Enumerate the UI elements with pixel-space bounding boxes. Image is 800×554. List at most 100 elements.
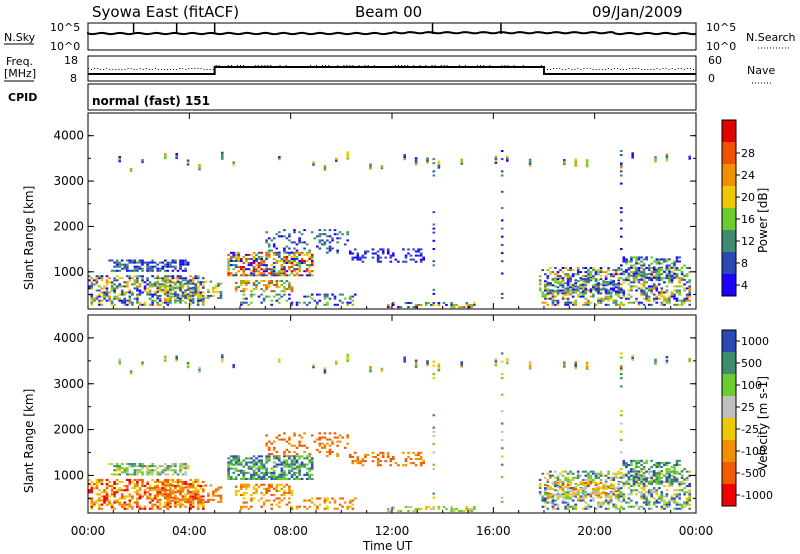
power-cell (242, 274, 246, 277)
power-cell (316, 303, 319, 306)
velocity-cell (288, 450, 291, 453)
nave-dot (124, 69, 126, 70)
velocity-cell (252, 485, 256, 488)
power-cell (305, 243, 309, 246)
velocity-cell (305, 499, 309, 502)
power-cell (589, 267, 593, 269)
nave-dot (139, 68, 141, 69)
power-cell (432, 288, 436, 291)
velocity-cell (196, 493, 200, 496)
power-cell (680, 303, 684, 306)
velocity-cell (650, 495, 653, 498)
velocity-cell (650, 470, 653, 473)
velocity-cell (118, 362, 121, 365)
power-cell (257, 272, 261, 275)
nave-dot (209, 69, 211, 70)
power-cell (129, 169, 133, 172)
velocity-cell (242, 497, 246, 500)
power-cell (133, 265, 137, 268)
velocity-cell (305, 473, 309, 476)
velocity-cell (620, 385, 623, 388)
power-cell (212, 288, 215, 291)
velocity-cell (594, 481, 598, 484)
velocity-cell (640, 476, 643, 479)
power-cell (186, 297, 190, 299)
velocity-cell (685, 491, 689, 494)
power-cell (614, 269, 618, 272)
velocity-cell (569, 481, 572, 484)
velocity-cell (422, 460, 425, 463)
velocity-cell (640, 493, 643, 496)
velocity-cell (663, 464, 666, 467)
power-cell (632, 256, 636, 259)
power-cell (576, 267, 580, 269)
power-cell (174, 299, 177, 302)
power-cell (660, 301, 664, 304)
velocity-cell (620, 367, 623, 370)
velocity-cell (566, 476, 570, 479)
velocity-cell (389, 460, 393, 463)
velocity-cell (272, 487, 276, 490)
velocity-cell (645, 499, 648, 502)
velocity-cell (604, 494, 608, 497)
velocity-cell (688, 491, 691, 494)
velocity-cell (115, 499, 119, 502)
velocity-cell (148, 473, 152, 476)
power-cell (153, 261, 157, 264)
power-cell (196, 295, 200, 298)
nave-dot (604, 69, 606, 70)
power-cell (500, 252, 504, 255)
power-cell (655, 276, 659, 279)
power-cell (556, 271, 560, 274)
power-cell (647, 278, 651, 281)
power-cell (612, 299, 615, 302)
power-cell (326, 247, 329, 250)
velocity-cell (267, 487, 271, 490)
velocity-cell (673, 464, 676, 467)
nave-dot (270, 65, 272, 66)
station-title: Syowa East (fitACF) (92, 3, 239, 21)
power-cell (179, 283, 182, 286)
velocity-cell (164, 505, 167, 508)
power-cell (262, 260, 266, 262)
velocity-cell (272, 499, 276, 502)
power-cell (123, 303, 127, 306)
power-cell (164, 269, 167, 272)
velocity-cell (630, 464, 633, 467)
power-cell (678, 281, 681, 284)
velocity-cell (196, 507, 200, 510)
velocity-cell (265, 457, 268, 460)
velocity-cell (683, 501, 686, 504)
power-cell (265, 295, 268, 298)
velocity-cell (136, 501, 139, 504)
velocity-cell (186, 362, 190, 365)
power-cell (156, 269, 159, 272)
power-cell (305, 253, 309, 256)
velocity-cell (597, 501, 600, 504)
power-cell (602, 288, 605, 291)
power-cell (310, 297, 314, 300)
power-cell (333, 303, 337, 306)
velocity-cell (604, 474, 608, 477)
velocity-cell (290, 494, 294, 497)
velocity-cell (161, 469, 165, 472)
power-cell (617, 293, 621, 296)
velocity-cell (105, 503, 109, 506)
velocity-cell (295, 467, 299, 470)
velocity-cell (584, 470, 588, 473)
velocity-cell (617, 489, 621, 492)
velocity-cell (283, 438, 286, 441)
freq-label: Freq. (6, 55, 33, 68)
power-cell (285, 237, 289, 240)
velocity-cell (500, 410, 504, 413)
velocity-cell (293, 471, 296, 474)
colorbar-swatch (722, 374, 736, 396)
velocity-cell (551, 483, 555, 486)
nave-dot (413, 65, 415, 66)
velocity-cell (129, 370, 133, 373)
velocity-cell (554, 485, 557, 488)
power-cell (630, 281, 633, 284)
velocity-cell (328, 438, 332, 441)
velocity-cell (571, 490, 575, 493)
